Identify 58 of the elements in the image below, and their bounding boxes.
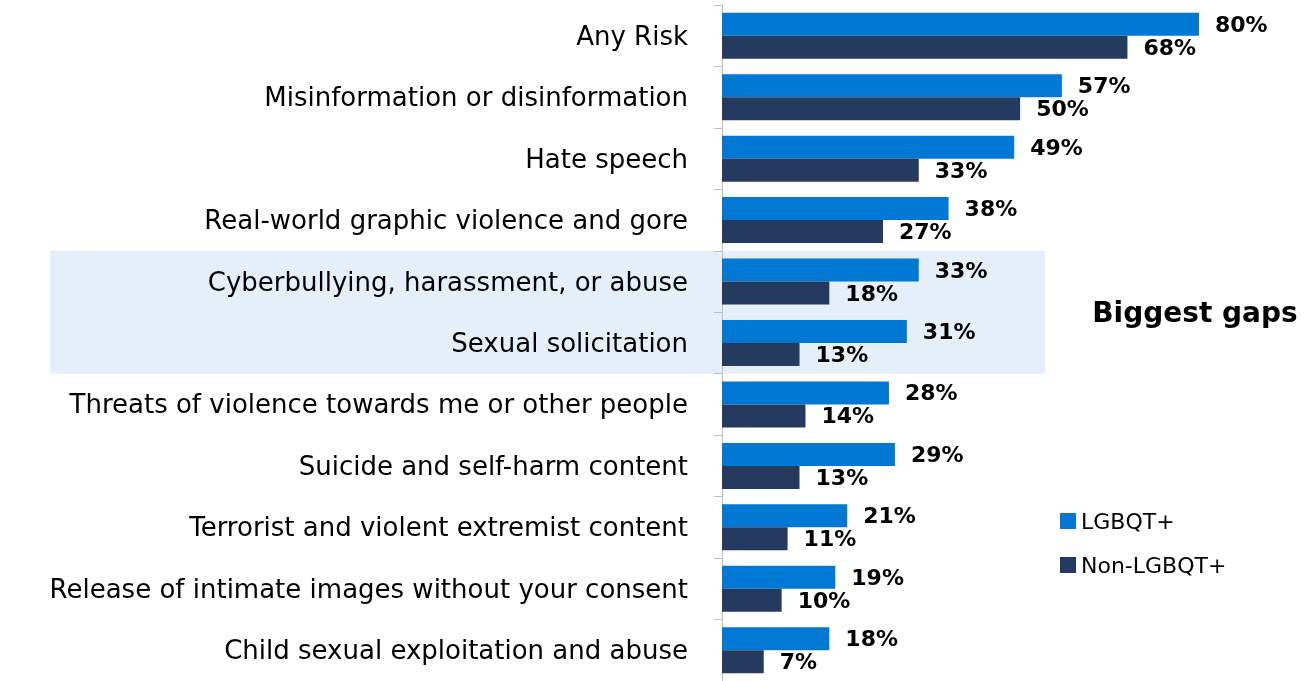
data-label: 18% (845, 280, 898, 306)
data-label: 13% (815, 464, 869, 490)
data-label: 33% (934, 257, 988, 283)
data-label: 57% (1077, 73, 1131, 99)
data-label: 50% (1036, 96, 1089, 122)
bar (722, 74, 1062, 98)
bar (722, 527, 788, 551)
data-label: 31% (922, 319, 976, 344)
legend-label: LGBQT+ (1081, 508, 1175, 534)
bar (722, 442, 895, 466)
bar (722, 381, 889, 405)
y-tick-label: Cyberbullying, harassment, or abuse (207, 266, 688, 297)
data-label: 10% (797, 587, 851, 613)
y-tick-label: Terrorist and violent extremist content (188, 512, 688, 543)
data-label: 18% (845, 626, 898, 652)
legend-label: Non-LGBQT+ (1081, 552, 1227, 578)
bar (722, 627, 830, 651)
y-tick-label: Any Risk (576, 20, 688, 51)
data-label: 29% (910, 441, 964, 467)
data-label: 33% (934, 157, 988, 183)
bar (722, 258, 919, 282)
y-tick-label: Hate speech (525, 143, 688, 174)
data-label: 13% (815, 342, 869, 367)
bar (722, 465, 800, 489)
bar (722, 35, 1128, 59)
y-tick-label: Suicide and self-harm content (298, 450, 688, 481)
y-tick-label: Child sexual exploitation and abuse (224, 635, 688, 666)
data-label: 49% (1030, 134, 1083, 160)
data-label: 68% (1143, 34, 1197, 60)
data-label: 11% (803, 526, 857, 552)
bar (722, 504, 848, 528)
y-tick-label: Sexual solicitation (451, 328, 688, 358)
data-label: 14% (821, 403, 875, 429)
bar (722, 197, 949, 221)
bar (722, 343, 800, 366)
bar (722, 158, 919, 182)
bar (722, 565, 836, 589)
bar (722, 97, 1021, 121)
y-tick-label: Misinformation or disinformation (264, 82, 688, 113)
bar (722, 650, 764, 674)
band-label: Biggest gaps (1092, 295, 1298, 329)
data-label: 27% (898, 219, 952, 245)
bar (722, 12, 1199, 36)
data-label: 21% (863, 503, 916, 529)
y-tick-label: Threats of violence towards me or other people (68, 389, 688, 420)
bar (722, 320, 907, 343)
bar (722, 135, 1015, 159)
data-label: 80% (1215, 11, 1268, 37)
bar (722, 404, 806, 428)
data-label: 38% (964, 196, 1018, 222)
data-label: 19% (851, 564, 904, 590)
bar (722, 588, 782, 612)
bar (722, 281, 830, 305)
data-label: 7% (779, 649, 818, 675)
y-tick-label: Release of intimate images without your consent (49, 573, 688, 604)
data-label: 28% (904, 380, 958, 406)
bar (722, 220, 883, 244)
y-tick-label: Real-world graphic violence and gore (204, 205, 688, 236)
